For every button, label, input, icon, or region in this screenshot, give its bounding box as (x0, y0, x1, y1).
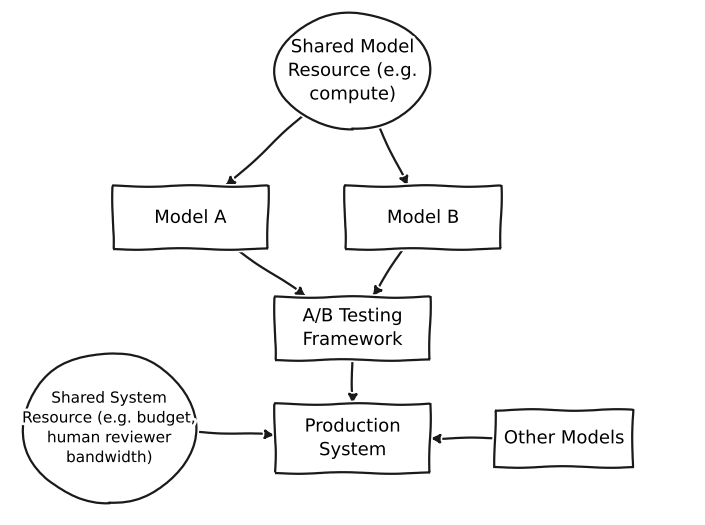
Text: Shared System
Resource (e.g. budget,
human reviewer
bandwidth): Shared System Resource (e.g. budget, hum… (22, 391, 197, 465)
Text: Production
System: Production System (305, 417, 400, 459)
Bar (345, 186, 501, 249)
Bar (495, 410, 633, 467)
Bar (275, 404, 430, 472)
Bar (113, 186, 268, 249)
Text: Model A: Model A (154, 209, 226, 227)
Text: Other Models: Other Models (504, 429, 624, 447)
Ellipse shape (275, 13, 430, 129)
Text: A/B Testing
Framework: A/B Testing Framework (302, 307, 403, 349)
Text: Model B: Model B (387, 209, 459, 227)
Bar (275, 297, 430, 360)
Text: Shared Model
Resource (e.g.
compute): Shared Model Resource (e.g. compute) (288, 38, 417, 103)
Ellipse shape (23, 353, 196, 503)
